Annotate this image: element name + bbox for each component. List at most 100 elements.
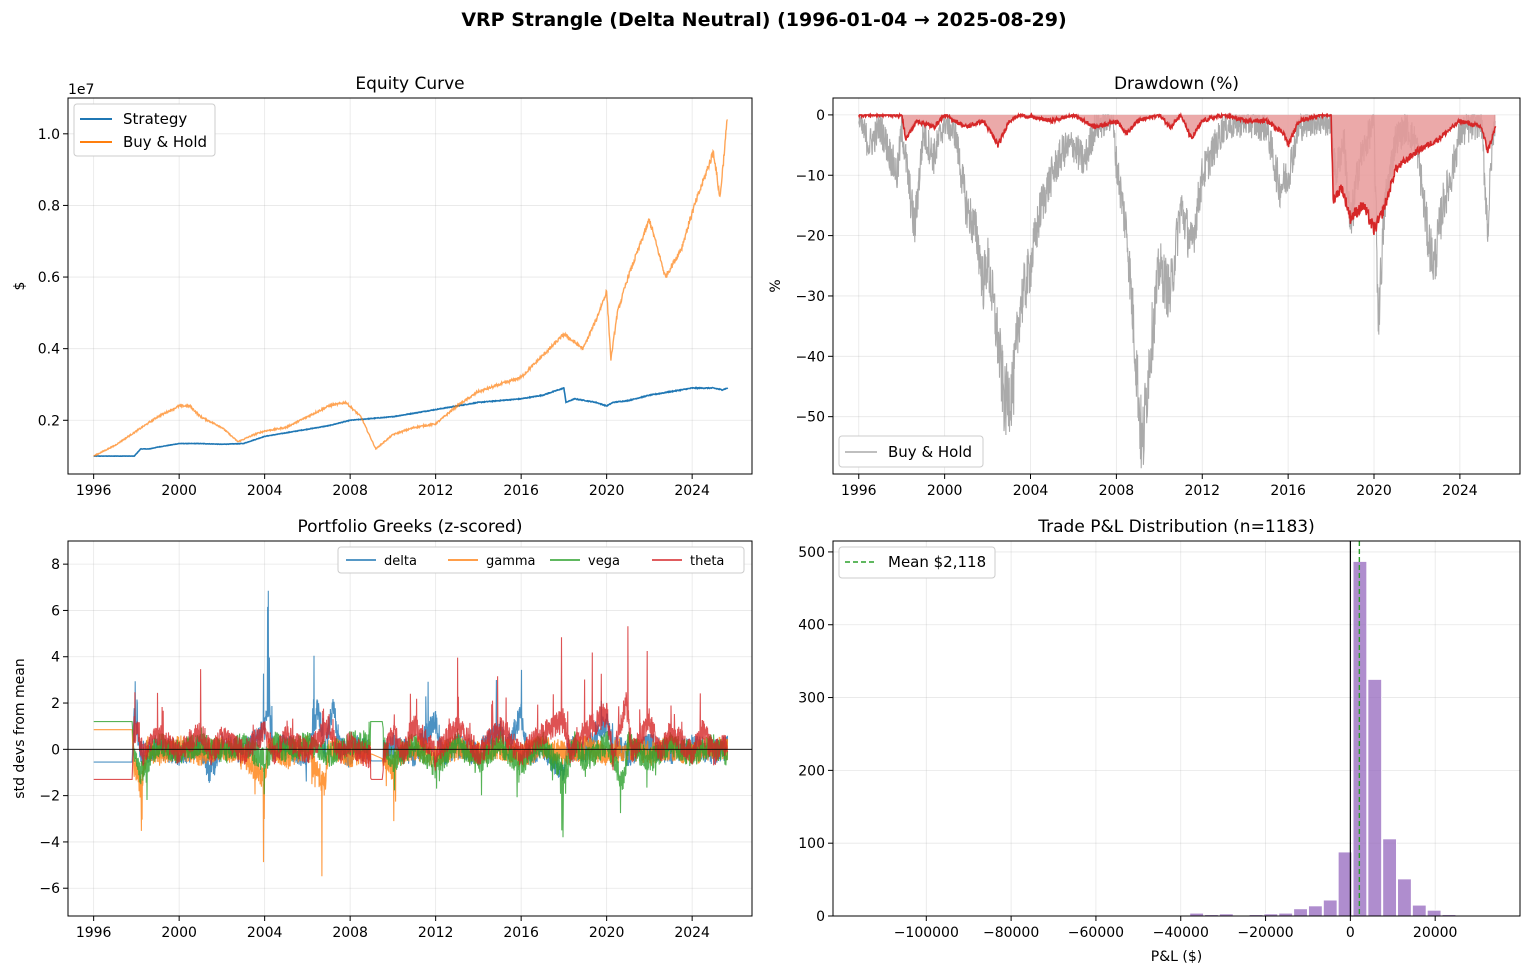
y-axis-label: $ bbox=[12, 282, 28, 291]
y-tick-label: 0 bbox=[816, 108, 825, 124]
histogram-bar bbox=[1441, 914, 1457, 916]
legend-label: Buy & Hold bbox=[888, 443, 972, 461]
y-axis-label: % bbox=[768, 279, 784, 292]
x-tick-label: 2008 bbox=[332, 483, 368, 499]
x-tick-label: 2000 bbox=[161, 925, 197, 941]
legend: Strategy Buy & Hold bbox=[73, 103, 216, 157]
y-tick-label: 6 bbox=[51, 603, 60, 619]
x-tick-label: 1996 bbox=[76, 483, 112, 499]
panel-title: Drawdown (%) bbox=[1114, 74, 1239, 94]
legend: Mean $2,118 bbox=[838, 546, 996, 579]
legend-frame bbox=[838, 435, 984, 468]
y-tick-label: −10 bbox=[795, 168, 825, 184]
legend: Buy & Hold bbox=[838, 435, 984, 468]
y-tick-label: −4 bbox=[39, 835, 60, 851]
x-tick-label: 20000 bbox=[1413, 925, 1458, 941]
y-tick-label: 8 bbox=[51, 557, 60, 573]
y-tick-label: 500 bbox=[798, 545, 825, 561]
x-tick-label: −100000 bbox=[894, 925, 959, 941]
x-tick-label: 2020 bbox=[589, 925, 625, 941]
plot-frame bbox=[832, 540, 1521, 917]
plot-frame bbox=[832, 97, 1521, 475]
x-tick-label: 2016 bbox=[1270, 483, 1306, 499]
drawdown-fill bbox=[858, 114, 1496, 235]
panel-title: Equity Curve bbox=[355, 74, 464, 94]
histogram-bar bbox=[1397, 878, 1412, 916]
x-tick-label: −40000 bbox=[1153, 925, 1209, 941]
x-tick-label: 2024 bbox=[674, 925, 710, 941]
x-tick-label: 2020 bbox=[1356, 483, 1392, 499]
figure-title: VRP Strangle (Delta Neutral) (1996-01-04… bbox=[461, 9, 1066, 31]
x-tick-label: 2012 bbox=[1184, 483, 1220, 499]
histogram-bar bbox=[1204, 914, 1219, 916]
legend-label: Buy & Hold bbox=[123, 133, 207, 151]
y-tick-label: 2 bbox=[51, 696, 60, 712]
x-tick-label: −20000 bbox=[1237, 925, 1293, 941]
y-tick-label: −50 bbox=[795, 410, 825, 426]
x-tick-label: −60000 bbox=[1068, 925, 1124, 941]
histogram-bar bbox=[1218, 913, 1234, 916]
x-tick-label: 2008 bbox=[1099, 483, 1135, 499]
y-tick-label: −6 bbox=[39, 881, 60, 897]
y-tick-label: 0 bbox=[816, 909, 825, 925]
plot-frame bbox=[67, 540, 753, 917]
y-tick-label: 0.2 bbox=[38, 413, 60, 429]
x-tick-label: 2004 bbox=[1013, 483, 1049, 499]
drawdown-panel: 1996 2000 2004 2008 2012 2016 2020 2024 0 −10 −20 −… bbox=[768, 74, 1521, 499]
histogram-bar bbox=[1248, 914, 1264, 916]
histogram-bar bbox=[1307, 905, 1323, 916]
x-tick-label: −80000 bbox=[983, 925, 1039, 941]
y-tick-label: 200 bbox=[798, 763, 825, 779]
histogram-bar bbox=[1189, 912, 1205, 916]
y-tick-label: 0.8 bbox=[38, 198, 60, 214]
x-tick-label: 2000 bbox=[927, 483, 963, 499]
y-tick-label: 100 bbox=[798, 836, 825, 852]
panel-title: Trade P&L Distribution (n=1183) bbox=[1037, 517, 1314, 537]
x-tick-label: 2012 bbox=[418, 483, 454, 499]
legend: delta gamma vega theta bbox=[337, 546, 745, 574]
y-offset-text: 1e7 bbox=[68, 82, 94, 98]
y-tick-label: −40 bbox=[795, 349, 825, 365]
greeks-panel: 1996 2000 2004 2008 2012 2016 2020 2024 8 6 4 2 0 −2 −… bbox=[12, 517, 753, 941]
series-line-strategy bbox=[93, 386, 729, 458]
x-tick-label: 0 bbox=[1346, 925, 1355, 941]
pnl-histogram-panel: −100000 −80000 −60000 −40000 −20000 0 20000 0 10… bbox=[798, 517, 1521, 965]
histogram-bar bbox=[1411, 904, 1427, 916]
y-tick-label: −20 bbox=[795, 229, 825, 245]
x-tick-label: 2016 bbox=[503, 483, 539, 499]
y-tick-label: 0 bbox=[51, 742, 60, 758]
panel-title: Portfolio Greeks (z-scored) bbox=[298, 517, 523, 537]
x-tick-label: 2024 bbox=[1442, 483, 1478, 499]
x-axis-label: P&L ($) bbox=[1151, 949, 1202, 965]
y-tick-label: 1.0 bbox=[38, 127, 60, 143]
y-tick-label: 400 bbox=[798, 618, 825, 634]
x-tick-label: 1996 bbox=[841, 483, 877, 499]
x-tick-label: 2000 bbox=[161, 483, 197, 499]
x-tick-label: 2012 bbox=[418, 925, 454, 941]
x-tick-label: 1996 bbox=[76, 925, 112, 941]
x-tick-label: 2024 bbox=[674, 483, 710, 499]
equity-curve-panel: 1996 2000 2004 2008 2012 2016 2020 2024 0.2 0.4 0.… bbox=[12, 74, 753, 499]
legend-label: theta bbox=[690, 554, 724, 569]
legend-label: gamma bbox=[486, 554, 536, 569]
histogram-bar bbox=[1322, 899, 1338, 916]
legend-label: Mean $2,118 bbox=[888, 553, 986, 571]
y-axis-label: std devs from mean bbox=[12, 658, 28, 798]
y-tick-label: −30 bbox=[795, 289, 825, 305]
histogram-bar bbox=[1367, 678, 1383, 916]
legend-label: Strategy bbox=[123, 110, 187, 128]
histogram-bar bbox=[1278, 912, 1294, 916]
histogram-bar bbox=[1293, 908, 1308, 916]
series-line-buy-hold bbox=[93, 119, 728, 457]
legend-label: delta bbox=[384, 554, 417, 569]
legend-frame bbox=[838, 546, 996, 579]
histogram-bar bbox=[1382, 838, 1398, 916]
histogram-bar bbox=[1263, 913, 1279, 916]
x-tick-label: 2008 bbox=[332, 925, 368, 941]
y-tick-label: 0.6 bbox=[38, 270, 60, 286]
y-tick-label: 0.4 bbox=[38, 342, 60, 358]
x-tick-label: 2004 bbox=[247, 483, 283, 499]
histogram-bar bbox=[1426, 909, 1442, 916]
legend-frame bbox=[337, 546, 745, 574]
